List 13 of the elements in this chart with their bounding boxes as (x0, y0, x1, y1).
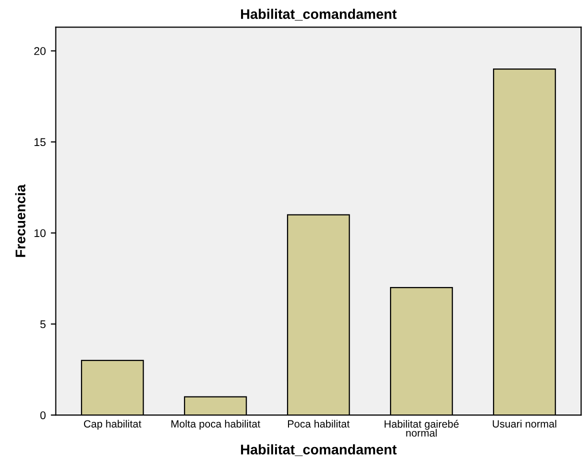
x-axis-title: Habilitat_comandament (241, 444, 397, 456)
y-tick-label: 10 (34, 229, 46, 238)
y-tick-label: 0 (40, 411, 46, 420)
x-tick-label: Poca habilitat (288, 420, 350, 428)
x-tick-label: Cap habilitat (84, 420, 142, 430)
x-tick-label: Molta poca habilitat (171, 420, 260, 430)
y-axis-title: Frecuencia (15, 184, 26, 257)
chart-title: Habilitat_comandament (241, 8, 397, 21)
y-tick-label: 20 (34, 47, 46, 56)
y-tick-label: 5 (40, 320, 46, 328)
y-tick-label: 15 (34, 138, 46, 146)
x-tick-label: Usuari normal (492, 420, 556, 428)
x-tick-label: Habilitat gairebé normal (384, 420, 459, 437)
